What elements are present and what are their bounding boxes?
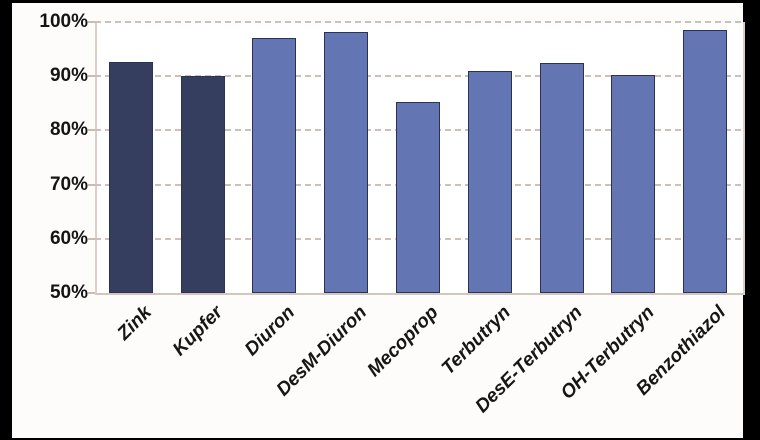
y-axis-tick [88,237,95,240]
y-axis-tick [88,129,95,132]
y-tick-label: 90% [49,65,88,87]
bar-desm-diuron [324,31,369,293]
y-axis-tick [88,183,95,186]
gridline [95,21,745,23]
y-tick-label: 50% [49,282,88,303]
bar-kupfer [180,76,225,293]
bar-dese-terbutryn [539,62,584,293]
gridline [95,75,745,78]
bar-oh-terbutryn [611,74,656,293]
bar-diuron [252,38,297,293]
y-tick-label: 70% [49,173,88,195]
y-axis-tick [88,75,95,78]
y-axis-tick [88,292,95,294]
bar-mecoprop [396,102,440,293]
y-tick-label: 100% [39,11,88,32]
bar-terbutryn [467,70,512,293]
y-axis-tick [88,21,95,23]
y-tick-label: 60% [49,227,88,249]
bar-benzothiazol [683,30,728,293]
y-tick-label: 80% [49,119,88,141]
bar-zink [108,61,153,293]
